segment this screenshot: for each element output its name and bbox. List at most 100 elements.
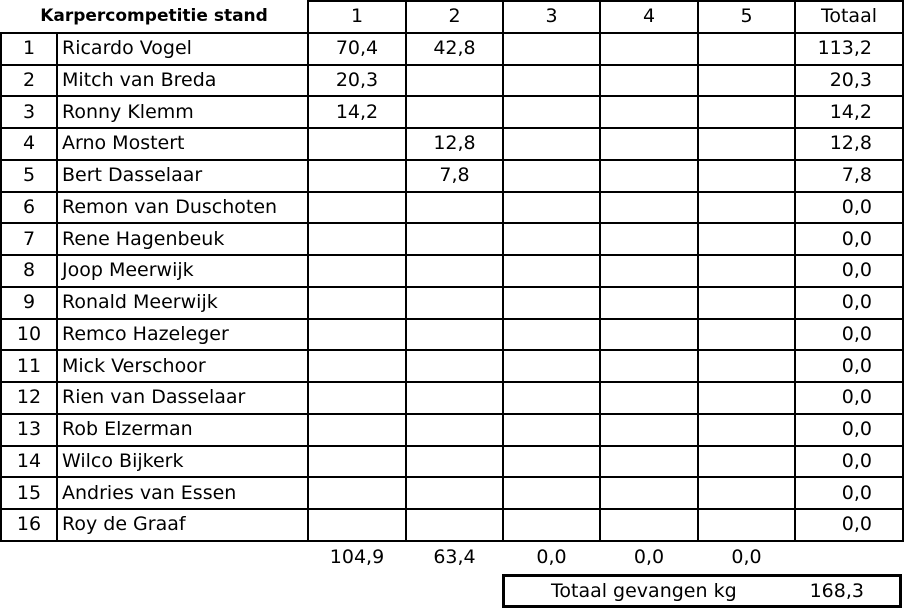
total-cell: 0,0	[794, 190, 904, 225]
score-cell	[599, 476, 699, 510]
score-cell: 20,3	[307, 63, 407, 98]
spacer-cell	[57, 541, 308, 573]
table-row: 11 Mick Verschoor 0,0	[0, 349, 904, 383]
score-cell	[599, 508, 699, 542]
score-cell	[502, 317, 601, 352]
table-row: 14 Wilco Bijkerk 0,0	[0, 444, 904, 479]
total-header: Totaal	[794, 0, 904, 34]
rank-cell: 13	[0, 412, 58, 447]
score-cell	[697, 349, 796, 383]
table-row: 12 Rien van Dasselaar 0,0	[0, 381, 904, 415]
score-cell	[502, 158, 601, 193]
score-cell	[307, 381, 407, 415]
table-row: 8 Joop Meerwijk 0,0	[0, 254, 904, 288]
table-row: 9 Ronald Meerwijk 0,0	[0, 285, 904, 320]
name-cell: Rene Hagenbeuk	[56, 222, 309, 256]
score-cell	[599, 63, 699, 98]
table-row: 5 Bert Dasselaar 7,8 7,8	[0, 158, 904, 193]
score-cell	[307, 222, 407, 256]
table-row: 10 Remco Hazeleger 0,0	[0, 317, 904, 352]
name-cell: Roy de Graaf	[56, 508, 309, 542]
score-cell	[307, 127, 407, 161]
table-row: 3 Ronny Klemm 14,2 14,2	[0, 95, 904, 129]
name-cell: Andries van Essen	[56, 476, 309, 510]
score-cell	[502, 381, 601, 415]
score-cell	[502, 508, 601, 542]
score-cell	[599, 317, 699, 352]
score-cell	[405, 508, 504, 542]
table-title: Karpercompetitie stand	[40, 5, 268, 26]
round-header: 5	[697, 0, 796, 34]
name-cell: Joop Meerwijk	[56, 254, 309, 288]
score-cell	[697, 254, 796, 288]
table-row: 16 Roy de Graaf 0,0	[0, 508, 904, 542]
score-cell	[405, 254, 504, 288]
table-row: 6 Remon van Duschoten 0,0	[0, 190, 904, 225]
score-cell	[405, 222, 504, 256]
name-cell: Rien van Dasselaar	[56, 381, 309, 415]
round-header: 2	[405, 0, 504, 34]
score-cell	[697, 63, 796, 98]
score-cell	[502, 95, 601, 129]
score-cell	[599, 95, 699, 129]
name-cell: Ronny Klemm	[56, 95, 309, 129]
name-cell: Arno Mostert	[56, 127, 309, 161]
rank-cell: 5	[0, 158, 58, 193]
score-cell	[599, 349, 699, 383]
score-cell	[502, 476, 601, 510]
rank-cell: 8	[0, 254, 58, 288]
score-cell	[697, 158, 796, 193]
score-cell: 7,8	[405, 158, 504, 193]
score-cell	[599, 190, 699, 225]
score-cell	[697, 476, 796, 510]
score-cell	[307, 317, 407, 352]
score-cell	[599, 381, 699, 415]
score-cell	[502, 349, 601, 383]
rank-cell: 2	[0, 63, 58, 98]
rank-cell: 7	[0, 222, 58, 256]
score-cell	[599, 222, 699, 256]
score-cell	[307, 444, 407, 479]
score-cell	[502, 190, 601, 225]
total-cell: 0,0	[794, 222, 904, 256]
score-cell	[599, 158, 699, 193]
score-cell	[502, 127, 601, 161]
table-row: 13 Rob Elzerman 0,0	[0, 412, 904, 447]
score-cell	[697, 222, 796, 256]
round-totals-row: 104,9 63,4 0,0 0,0 0,0	[1, 541, 903, 573]
total-cell: 0,0	[794, 444, 904, 479]
name-cell: Remon van Duschoten	[56, 190, 309, 225]
rank-cell: 11	[0, 349, 58, 383]
score-cell	[405, 317, 504, 352]
score-cell	[502, 63, 601, 98]
score-cell	[307, 349, 407, 383]
total-cell: 0,0	[794, 412, 904, 447]
table-row: 2 Mitch van Breda 20,3 20,3	[0, 63, 904, 98]
table-row: 15 Andries van Essen 0,0	[0, 476, 904, 510]
total-cell: 20,3	[794, 63, 904, 98]
score-cell	[697, 508, 796, 542]
score-cell	[307, 508, 407, 542]
rank-cell: 1	[0, 31, 58, 66]
name-cell: Wilco Bijkerk	[56, 444, 309, 479]
round-total-cell: 63,4	[433, 545, 476, 568]
name-cell: Ricardo Vogel	[56, 31, 309, 66]
score-cell	[405, 349, 504, 383]
total-cell: 0,0	[794, 508, 904, 542]
grand-total-value: 168,3	[809, 580, 864, 602]
score-cell	[405, 285, 504, 320]
standings-table: Karpercompetitie stand 1 2 3 4 5 Totaal 1 Ricard…	[0, 0, 904, 573]
grand-total-box: Totaal gevangen kg 168,3	[502, 574, 902, 608]
score-cell	[502, 285, 601, 320]
rank-cell: 4	[0, 127, 58, 161]
total-cell: 12,8	[794, 127, 904, 161]
score-cell	[502, 254, 601, 288]
name-cell: Bert Dasselaar	[56, 158, 309, 193]
score-cell	[599, 31, 699, 66]
round-total-cell: 0,0	[633, 545, 665, 568]
spacer-cell	[1, 541, 57, 573]
rank-cell: 6	[0, 190, 58, 225]
score-cell	[405, 63, 504, 98]
rank-cell: 3	[0, 95, 58, 129]
score-cell	[599, 254, 699, 288]
